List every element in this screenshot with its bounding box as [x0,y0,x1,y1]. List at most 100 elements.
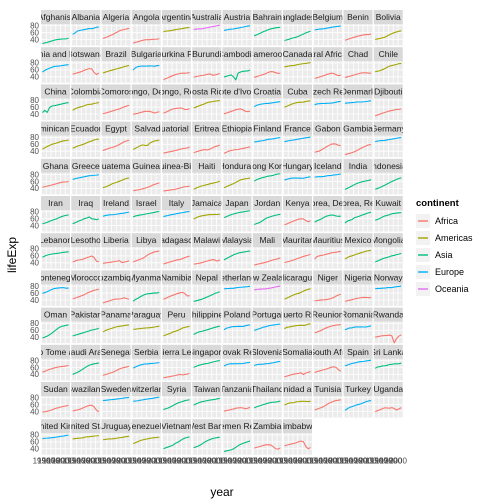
y-tick-label: 40 [30,73,39,82]
facet-strip-label: Benin [347,12,369,22]
series-line [284,136,311,143]
series-line [253,26,281,37]
facet-strip-label: Cote d'Ivoire [213,86,261,96]
series-line [253,101,281,108]
y-tick-label: 80 [30,22,39,31]
facet-panel: Finland [252,121,282,158]
series-line [42,37,69,45]
facet-strip [131,158,161,173]
facet-strip [192,419,222,434]
facet-strip-label: Sudan [43,384,68,394]
series-line [72,255,99,263]
facet-strip-label: Ireland [103,198,129,208]
facet-strip-label: Egypt [105,124,127,134]
facet-panel: Tunisia [313,382,343,418]
series-line [344,249,372,260]
facet-panel: Comoros [101,84,131,120]
facet-strip-label: Mauritius [311,235,345,245]
facet-panel: Burundi [192,47,222,83]
x-tick-label: 1990 [142,457,160,466]
facet-strip-label: Congo, Rep [154,86,200,96]
legend-label: Americas [435,233,473,243]
facet-panel: Somalia [283,344,312,381]
facet-strip-label: Chad [348,49,369,59]
facet-strip-label: Lebanon [39,235,72,245]
facet-panel: Malawi [192,233,222,269]
y-tick-label: 60 [30,363,39,372]
facet-panel: Argentina [162,10,191,46]
facet-panel: Lesotho [71,233,101,269]
facet-panel: Singapore [187,344,226,381]
facet-panel: Australia [190,10,223,46]
facet-strip [71,270,101,285]
facet-strip [131,47,161,62]
series-line [42,324,69,339]
series-line [42,434,69,440]
series-line [344,72,372,78]
y-tick-label: 60 [30,66,39,75]
facet-panel: Ecuador [71,121,101,158]
facet-strip-label: Singapore [187,347,226,357]
facet-panel: Benin [343,10,373,46]
facet-strip [373,270,403,285]
facet-panel: Iraq [71,196,101,232]
facet-strip [162,121,191,136]
facet-panel: India [343,158,373,195]
facet-strip-label: Slovak Rep [215,347,259,357]
facet-strip-label: Croatia [254,86,282,96]
facet-strip [373,307,403,322]
facet-panel: Angola [131,10,161,46]
legend-title: continent [416,198,460,209]
facet-strip-label: Hong Kong [246,161,289,171]
y-tick-label: 80 [30,133,39,142]
facet-panel: Afghanist [41,10,70,46]
facet-strip-label: Honduras [219,161,256,171]
facet-strip-label: Serbia [134,347,159,357]
facet-strip-label: Iran [48,198,63,208]
facet-panel: Namibia [161,270,192,306]
series-line [72,26,99,35]
facet-strip [313,121,343,136]
x-tick-label: 1990 [354,457,372,466]
facet-strip-label: Syria [167,384,187,394]
series-line [72,435,99,440]
facet-strip-label: Australia [190,12,223,22]
x-tick-label: 1980 [168,457,186,466]
facet-strip [192,121,222,136]
facet-strip [101,121,131,136]
x-tick-label: 1960 [370,457,388,466]
facet-strip-label: Taiwan [194,384,221,394]
facet-panel: Malaysia [222,233,252,269]
facet-panel: Turkey [343,382,373,418]
facet-panel: Libya [131,233,161,269]
facet-strip [162,382,191,396]
series-line [42,139,69,150]
series-line [254,285,281,291]
facet-strip [313,158,343,173]
facet-strip [71,158,101,173]
series-line [314,324,341,334]
facet-strip [101,233,131,248]
x-tick-label: 1990 [294,457,312,466]
facet-strip [222,121,252,136]
facet-strip-label: Namibia [161,272,192,282]
facet-strip-label: Sweden [101,384,132,394]
facet-strip-label: Guinea-Biss [153,161,199,171]
facet-panel: United Stat [71,419,101,455]
series-line [72,174,99,180]
series-line [42,404,69,413]
facet-strip-label: Costa Rica [186,86,228,96]
facet-strip-label: Burkina Fa [156,49,197,59]
facet-panel: Portugal [252,307,282,344]
y-tick-label: 80 [30,431,39,440]
facet-strip [162,419,191,434]
series-line [374,252,402,263]
legend-entry: Americas [416,231,473,245]
x-tick-label: 1970 [345,457,363,466]
x-tick-label: 1980 [138,457,156,466]
facet-panel: Canada [283,47,312,83]
facet-strip-label: Philippines [186,310,227,320]
facet-strip [343,196,373,210]
series-line [253,400,281,409]
facet-panel: Iran [41,196,70,232]
